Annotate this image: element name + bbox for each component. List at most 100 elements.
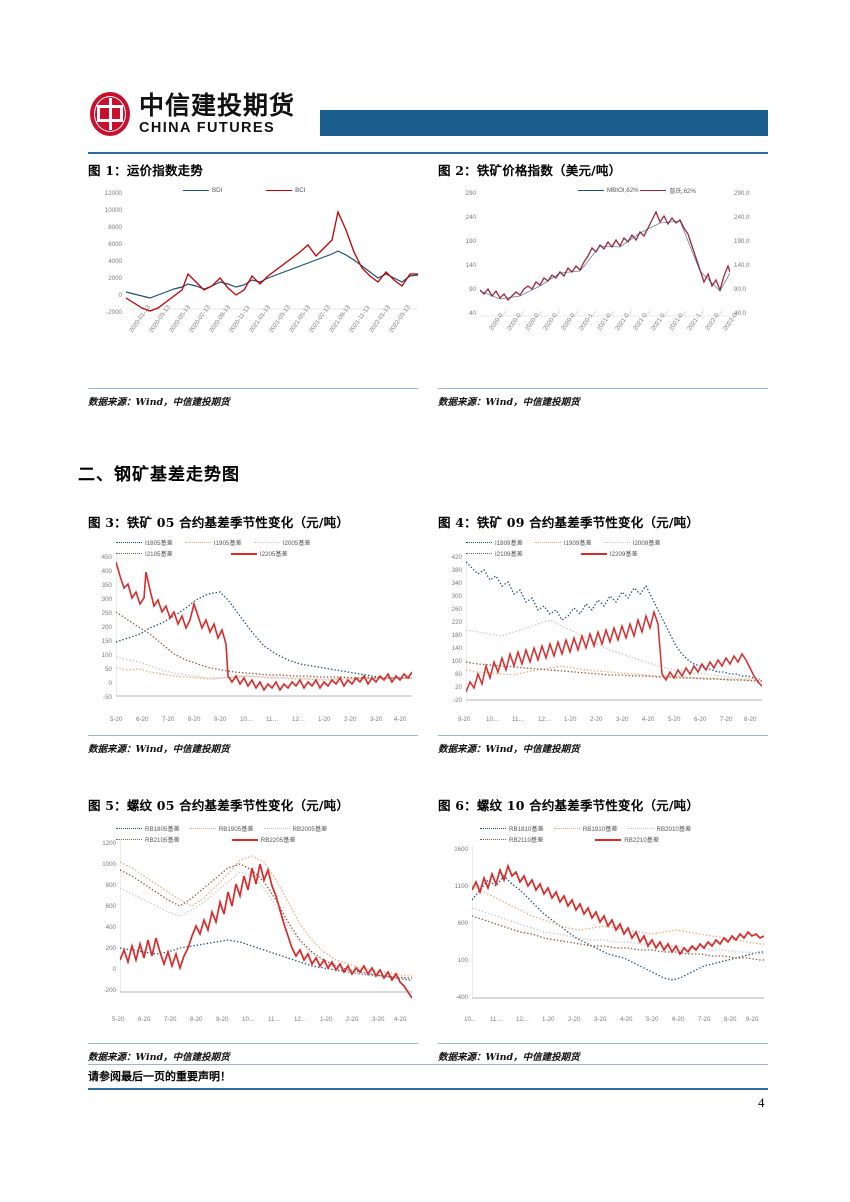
legend-swatch-rb1910: [553, 828, 580, 829]
x-tick: 3-20: [370, 716, 383, 723]
header-divider: [88, 152, 768, 154]
brand-name-cn: 中信建投期货: [139, 90, 296, 120]
figure-6-source: 数据来源：Wind，中信建投期货: [438, 1052, 580, 1063]
x-tick: 1-20: [542, 1016, 555, 1023]
figure-4-legend: I1809基差 I1909基差 I2009基差 I2109基差 I2209基差: [466, 538, 766, 558]
legend-swatch-i1909: [534, 542, 561, 543]
figure-6-chart: RB1810基差 RB1910基差 RB2010基差 RB2110基差 RB22…: [438, 818, 768, 1023]
y-tick: 400: [101, 568, 112, 575]
legend-swatch-platts: [640, 190, 667, 191]
x-tick: 10…: [486, 716, 500, 723]
x-tick: 2-20: [346, 1016, 359, 1023]
legend-swatch-i2209: [580, 552, 607, 555]
y-tick: 300: [451, 593, 462, 600]
x-tick: 12…: [516, 1016, 530, 1023]
legend-swatch-rb2105: [116, 839, 142, 840]
x-tick: 9-20: [216, 1016, 229, 1023]
y-tick: 450: [101, 554, 112, 561]
y-tick: 190: [465, 238, 476, 245]
x-tick: 2-20: [568, 1016, 581, 1023]
x-tick: 9-20: [746, 1016, 759, 1023]
x-tick: 3-20: [372, 1016, 385, 1023]
legend-item: I2109基差: [466, 549, 523, 558]
y-tick: 200: [105, 945, 116, 952]
y-tick: 0: [112, 966, 116, 973]
x-tick: 10…: [240, 716, 254, 723]
figure-4-chart: I1809基差 I1909基差 I2009基差 I2109基差 I2209基差 …: [438, 534, 768, 724]
y-tick: 220: [451, 619, 462, 626]
header-accent-bar: [320, 110, 768, 136]
figure-3-chart: I1805基差 I1905基差 I2005基差 I2105基差 I2205基差 …: [88, 534, 418, 724]
legend-item: RB1905基差: [189, 824, 254, 833]
figure-2-legend: MBIOI,62% 普氏,62%: [578, 186, 696, 195]
brand-logo: 中信建投期货 CHINA FUTURES: [88, 92, 295, 136]
y-tick: 100: [451, 658, 462, 665]
x-tick: 12…: [538, 716, 552, 723]
figure-2-caption: 图 2：铁矿价格指数（美元/吨）: [438, 163, 622, 178]
y-tick-right: 240.0: [734, 214, 750, 221]
y-tick: 300: [101, 596, 112, 603]
y-tick: 1100: [454, 883, 468, 890]
y-tick: 260: [451, 606, 462, 613]
figure-6-legend: RB1810基差 RB1910基差 RB2010基差 RB2110基差 RB22…: [480, 824, 770, 844]
figure-6-caption: 图 6：螺纹 10 合约基差季节性变化（元/吨）: [438, 798, 700, 813]
legend-item: RB2110基差: [480, 835, 543, 844]
x-tick: 7-20: [720, 716, 733, 723]
figure-5-source: 数据来源：Wind，中信建投期货: [88, 1052, 230, 1063]
y-tick: 400: [105, 924, 116, 931]
figure-2-block: 图 2：铁矿价格指数（美元/吨）: [438, 160, 768, 185]
y-tick: 12000: [104, 190, 122, 197]
y-tick: 4000: [108, 258, 122, 265]
y-tick: 50: [105, 666, 112, 673]
figure-1-source: 数据来源：Wind，中信建投期货: [88, 397, 230, 408]
x-tick: 7-20: [164, 1016, 177, 1023]
x-tick: 5-20: [646, 1016, 659, 1023]
y-tick-right: 190.0: [734, 238, 750, 245]
y-tick: 100: [101, 652, 112, 659]
x-tick: 8-20: [188, 716, 201, 723]
y-tick: 340: [451, 580, 462, 587]
figure-4-source: 数据来源：Wind，中信建投期货: [438, 744, 580, 755]
legend-item: I2005基差: [253, 538, 311, 547]
figure-3-caption: 图 3：铁矿 05 合约基差季节性变化（元/吨）: [88, 515, 350, 530]
y-tick: 200: [101, 624, 112, 631]
figure-5-caption: 图 5：螺纹 05 合约基差季节性变化（元/吨）: [88, 798, 350, 813]
x-tick: 4-20: [642, 716, 655, 723]
legend-swatch-bci: [266, 190, 293, 191]
figure-1-plot: [126, 209, 418, 312]
x-tick: 6-20: [138, 1016, 151, 1023]
legend-item: RB1810基差: [480, 824, 544, 833]
legend-item: 普氏,62%: [640, 186, 696, 195]
legend-swatch-i2009: [603, 542, 630, 543]
x-tick: 2-20: [590, 716, 603, 723]
legend-item: RB1805基差: [116, 824, 180, 833]
y-tick-right: 40.0: [734, 310, 747, 317]
legend-swatch-mbioi: [578, 190, 604, 191]
y-tick: 600: [457, 920, 468, 927]
x-tick: 9-20: [458, 716, 471, 723]
y-tick: 140: [465, 262, 476, 269]
x-tick: 11…: [266, 716, 279, 723]
legend-item: RB2010基差: [627, 824, 691, 833]
x-tick: 11…: [512, 716, 525, 723]
x-tick: 4-20: [620, 1016, 633, 1023]
legend-swatch-i1805: [116, 542, 142, 543]
y-tick: 380: [451, 567, 462, 574]
legend-item: I2209基差: [580, 549, 638, 558]
figure-3-plot: [116, 554, 412, 697]
figure-5-legend: RB1805基差 RB1905基差 RB2005基差 RB2105基差 RB22…: [116, 824, 416, 844]
x-tick: 2-20: [344, 716, 357, 723]
x-tick: 9-20: [214, 716, 227, 723]
section-heading: 二、钢矿基差走势图: [78, 465, 240, 485]
figure-1-legend: BDI BCI: [183, 186, 305, 194]
y-tick: -50: [103, 694, 112, 701]
y-tick: 60: [455, 671, 462, 678]
legend-item: RB2105基差: [116, 835, 180, 844]
x-tick: 5-20: [112, 1016, 125, 1023]
legend-item: I1809基差: [466, 538, 523, 547]
figure-6-plot: [472, 846, 764, 999]
x-tick: 10…: [242, 1016, 256, 1023]
y-tick-right: 290.0: [734, 190, 750, 197]
x-tick: 7-20: [162, 716, 175, 723]
